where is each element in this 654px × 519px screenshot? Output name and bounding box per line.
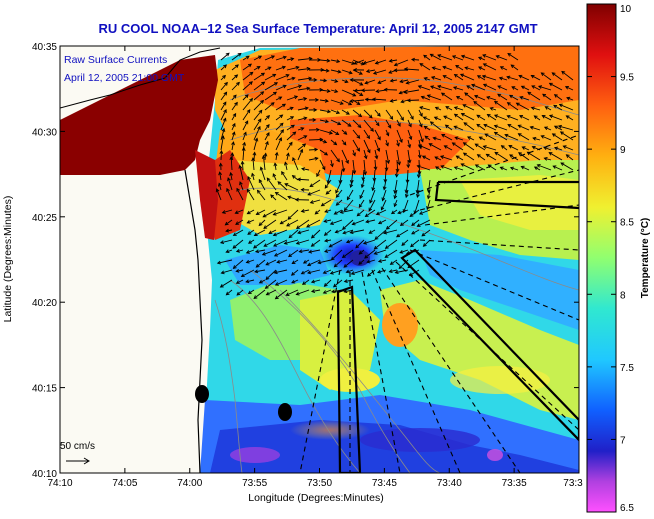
sst-map xyxy=(60,46,579,473)
colorbar-ticks: 10 9.5 9 8.5 8 7.5 7 6.5 xyxy=(587,3,634,514)
y-tick-label: 40:30 xyxy=(32,127,57,138)
colorbar xyxy=(586,3,617,513)
y-tick-label: 40:35 xyxy=(32,42,57,53)
colorbar-tick-label: 7 xyxy=(620,435,626,446)
x-tick-label: 73:35 xyxy=(502,478,527,489)
x-tick-label: 73:40 xyxy=(437,478,462,489)
coastline xyxy=(184,169,203,473)
sst-field xyxy=(200,46,579,473)
x-axis: 74:10 74:05 74:00 73:55 73:50 73:45 73:40 73:35… xyxy=(47,46,583,489)
mooring-marker xyxy=(278,403,292,421)
y-axis: 40:35 40:30 40:25 40:20 40:15 40:10 xyxy=(32,42,579,480)
annotation-currents: Raw Surface Currents xyxy=(64,54,167,66)
current-vectors xyxy=(215,52,574,300)
colorbar-tick-label: 8 xyxy=(620,290,626,301)
colorbar-tick-label: 8.5 xyxy=(620,218,634,229)
x-axis-label: Longitude (Degrees:Minutes) xyxy=(248,492,383,504)
x-tick-label: 73:55 xyxy=(242,478,267,489)
annotation-date: April 12, 2005 21:00 GMT xyxy=(64,72,185,84)
map-title: RU COOL NOAA–12 Sea Surface Temperature:… xyxy=(98,21,537,36)
mooring-marker xyxy=(195,385,209,403)
warm-nearshore xyxy=(60,55,218,175)
scale-bar-arrow xyxy=(66,457,90,465)
survey-transects xyxy=(299,134,579,473)
y-tick-label: 40:25 xyxy=(32,213,57,224)
y-tick-label: 40:20 xyxy=(32,298,57,309)
x-tick-label: 73:45 xyxy=(372,478,397,489)
x-tick-label: 74:10 xyxy=(47,478,72,489)
coastline xyxy=(60,47,221,109)
warm-nearshore xyxy=(195,150,218,240)
x-tick-label: 74:05 xyxy=(112,478,137,489)
scale-bar-label: 50 cm/s xyxy=(60,441,95,452)
x-tick-label: 73:50 xyxy=(307,478,332,489)
x-tick-label: 74:00 xyxy=(177,478,202,489)
study-boxes xyxy=(336,180,579,473)
colorbar-label: Temperature (°C) xyxy=(640,218,651,299)
y-tick-label: 40:15 xyxy=(32,384,57,395)
colorbar-tick-label: 9 xyxy=(620,145,626,156)
colorbar-tick-label: 10 xyxy=(620,4,632,15)
y-axis-label: Latitude (Degrees:Minutes) xyxy=(2,196,14,323)
colorbar-tick-label: 7.5 xyxy=(620,363,634,374)
colorbar-tick-label: 6.5 xyxy=(620,503,634,514)
x-tick-label: 73:3 xyxy=(563,478,583,489)
y-tick-label: 40:10 xyxy=(32,469,57,480)
colorbar-tick-label: 9.5 xyxy=(620,73,634,84)
